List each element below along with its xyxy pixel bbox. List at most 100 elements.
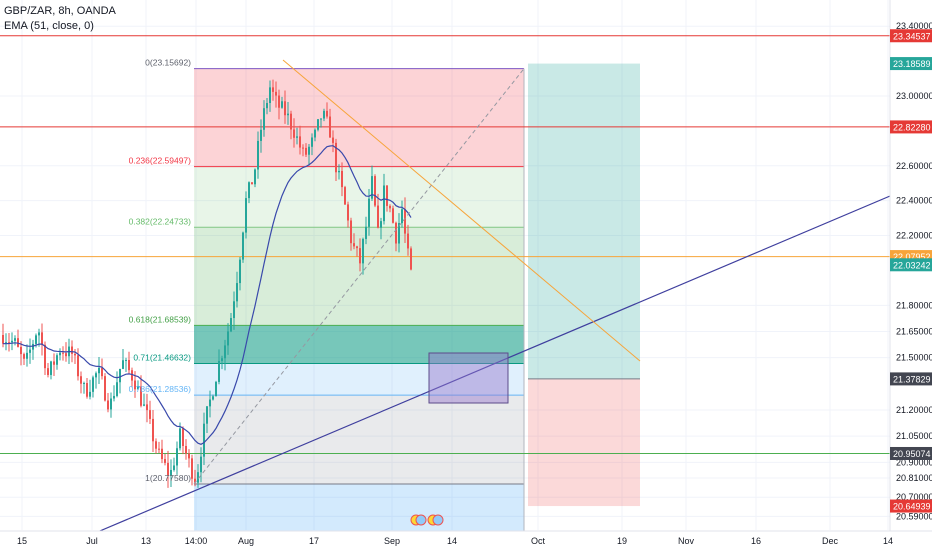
candle-body bbox=[140, 386, 142, 406]
candle-body bbox=[53, 361, 55, 365]
candle-body bbox=[227, 331, 229, 346]
candle-body bbox=[110, 398, 112, 410]
candle-body bbox=[200, 456, 202, 473]
candle-body bbox=[305, 147, 307, 155]
price-tick-label: 21.80000 bbox=[896, 300, 932, 310]
candle-body bbox=[350, 220, 352, 244]
price-tick-label: 22.20000 bbox=[896, 231, 932, 241]
candle-body bbox=[209, 399, 211, 407]
candle-body bbox=[71, 346, 73, 354]
candle-body bbox=[188, 453, 190, 459]
price-tick-label: 22.40000 bbox=[896, 196, 932, 206]
candle-body bbox=[170, 469, 172, 476]
time-tick-label: Dec bbox=[822, 536, 839, 546]
candle-body bbox=[29, 349, 31, 353]
candle-body bbox=[185, 445, 187, 454]
event-marker bbox=[415, 514, 427, 526]
time-tick-label: 14:00 bbox=[185, 536, 208, 546]
price-axis: 23.40000 23.00000 22.60000 22.40000 22.20000… bbox=[889, 0, 932, 550]
candle-body bbox=[353, 243, 355, 247]
candle-body bbox=[98, 367, 100, 374]
candle-body bbox=[410, 248, 412, 270]
candle-body bbox=[176, 448, 178, 466]
fib-zone bbox=[194, 166, 524, 228]
candle-body bbox=[362, 238, 364, 264]
candle-body bbox=[308, 146, 310, 155]
candle-body bbox=[125, 359, 127, 361]
fib-retracement-zones bbox=[194, 68, 525, 532]
candle-body bbox=[83, 383, 85, 385]
candle-body bbox=[158, 448, 160, 450]
candle-body bbox=[182, 428, 184, 446]
candle-body bbox=[95, 373, 97, 378]
candlestick-series bbox=[2, 79, 412, 488]
candle-body bbox=[287, 113, 289, 116]
chart-legend: GBP/ZAR, 8h, OANDA EMA (51, close, 0) bbox=[4, 4, 116, 34]
time-axis-bg bbox=[0, 531, 932, 550]
candle-body bbox=[254, 169, 256, 185]
fib-labels: 0(23.15692) 0.236(22.59497) 0.382(22.24733… bbox=[129, 58, 192, 483]
fib-zone bbox=[194, 395, 524, 484]
price-tick-label: 20.59000 bbox=[896, 511, 932, 521]
price-label-text: 21.37829 bbox=[893, 374, 931, 384]
price-tick-label: 21.20000 bbox=[896, 405, 932, 415]
rectangle-zone bbox=[428, 352, 509, 404]
fib-zone bbox=[194, 363, 524, 396]
candle-body bbox=[104, 376, 106, 401]
price-tick-label: 20.81000 bbox=[896, 473, 932, 483]
candle-body bbox=[389, 205, 391, 209]
candle-body bbox=[191, 458, 193, 479]
fib-level-label: 0(23.15692) bbox=[145, 58, 191, 68]
time-tick-label: Aug bbox=[238, 536, 254, 546]
candle-body bbox=[59, 352, 61, 356]
long-position-tool bbox=[528, 63, 640, 507]
candle-body bbox=[23, 354, 25, 359]
candle-body bbox=[224, 345, 226, 359]
price-label-text: 20.64939 bbox=[893, 502, 931, 512]
candle-body bbox=[20, 346, 22, 355]
price-axis-bg bbox=[890, 0, 932, 550]
candle-body bbox=[338, 170, 340, 173]
fib-level-label: 0.71(21.46632) bbox=[133, 353, 191, 363]
candle-body bbox=[407, 233, 409, 249]
candle-body bbox=[383, 185, 385, 222]
fib-level-label: 0.236(22.59497) bbox=[129, 156, 192, 166]
candle-body bbox=[377, 205, 379, 228]
price-label-text: 22.82280 bbox=[893, 122, 931, 132]
candle-body bbox=[56, 355, 58, 365]
candle-body bbox=[62, 352, 64, 354]
price-label-badge bbox=[890, 499, 932, 513]
candle-body bbox=[275, 91, 277, 96]
time-tick-label: 14 bbox=[447, 536, 457, 546]
candle-body bbox=[317, 119, 319, 130]
horizontal-lines bbox=[0, 35, 890, 454]
candle-body bbox=[329, 116, 331, 138]
candle-body bbox=[368, 198, 370, 227]
price-label-text: 22.07952 bbox=[893, 252, 931, 262]
fib-zone bbox=[194, 68, 524, 167]
candle-body bbox=[17, 338, 19, 347]
price-tick-label: 22.60000 bbox=[896, 161, 932, 171]
candle-body bbox=[365, 226, 367, 239]
time-tick-label: Nov bbox=[678, 536, 695, 546]
candle-body bbox=[107, 400, 109, 410]
candle-body bbox=[404, 209, 406, 234]
candle-body bbox=[371, 176, 373, 199]
fib-zone-extension bbox=[194, 483, 524, 532]
candle-body bbox=[131, 370, 133, 381]
candle-body bbox=[8, 342, 10, 344]
time-tick-label: 13 bbox=[141, 536, 151, 546]
time-tick-label: Oct bbox=[531, 536, 546, 546]
stop-zone bbox=[528, 378, 640, 507]
candle-body bbox=[314, 129, 316, 138]
fib-level-label: 0.618(21.68539) bbox=[129, 314, 192, 324]
candle-body bbox=[233, 301, 235, 319]
price-label-text: 22.03242 bbox=[893, 260, 931, 270]
candle-body bbox=[272, 87, 274, 92]
candle-body bbox=[248, 182, 250, 199]
candle-body bbox=[32, 343, 34, 350]
candle-body bbox=[14, 338, 16, 341]
candle-body bbox=[77, 355, 79, 377]
candle-body bbox=[278, 95, 280, 108]
